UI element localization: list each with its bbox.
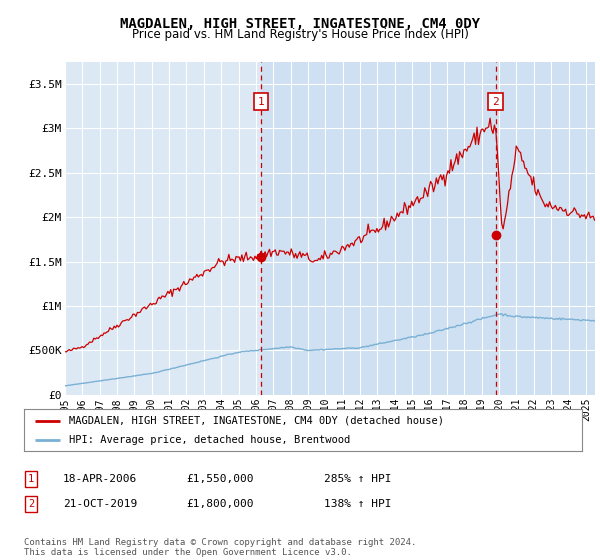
Text: 1: 1 <box>28 474 34 484</box>
Text: Price paid vs. HM Land Registry's House Price Index (HPI): Price paid vs. HM Land Registry's House … <box>131 28 469 41</box>
Text: 285% ↑ HPI: 285% ↑ HPI <box>324 474 392 484</box>
Text: 2: 2 <box>492 96 499 106</box>
Text: 1: 1 <box>257 96 264 106</box>
Text: MAGDALEN, HIGH STREET, INGATESTONE, CM4 0DY (detached house): MAGDALEN, HIGH STREET, INGATESTONE, CM4 … <box>68 416 443 426</box>
Text: HPI: Average price, detached house, Brentwood: HPI: Average price, detached house, Bren… <box>68 435 350 445</box>
Text: MAGDALEN, HIGH STREET, INGATESTONE, CM4 0DY: MAGDALEN, HIGH STREET, INGATESTONE, CM4 … <box>120 17 480 31</box>
Text: 21-OCT-2019: 21-OCT-2019 <box>63 499 137 509</box>
Text: Contains HM Land Registry data © Crown copyright and database right 2024.
This d: Contains HM Land Registry data © Crown c… <box>24 538 416 557</box>
Text: £1,550,000: £1,550,000 <box>186 474 254 484</box>
Bar <box>261 62 595 395</box>
Text: 2: 2 <box>28 499 34 509</box>
Text: £1,800,000: £1,800,000 <box>186 499 254 509</box>
Text: 18-APR-2006: 18-APR-2006 <box>63 474 137 484</box>
Text: 138% ↑ HPI: 138% ↑ HPI <box>324 499 392 509</box>
